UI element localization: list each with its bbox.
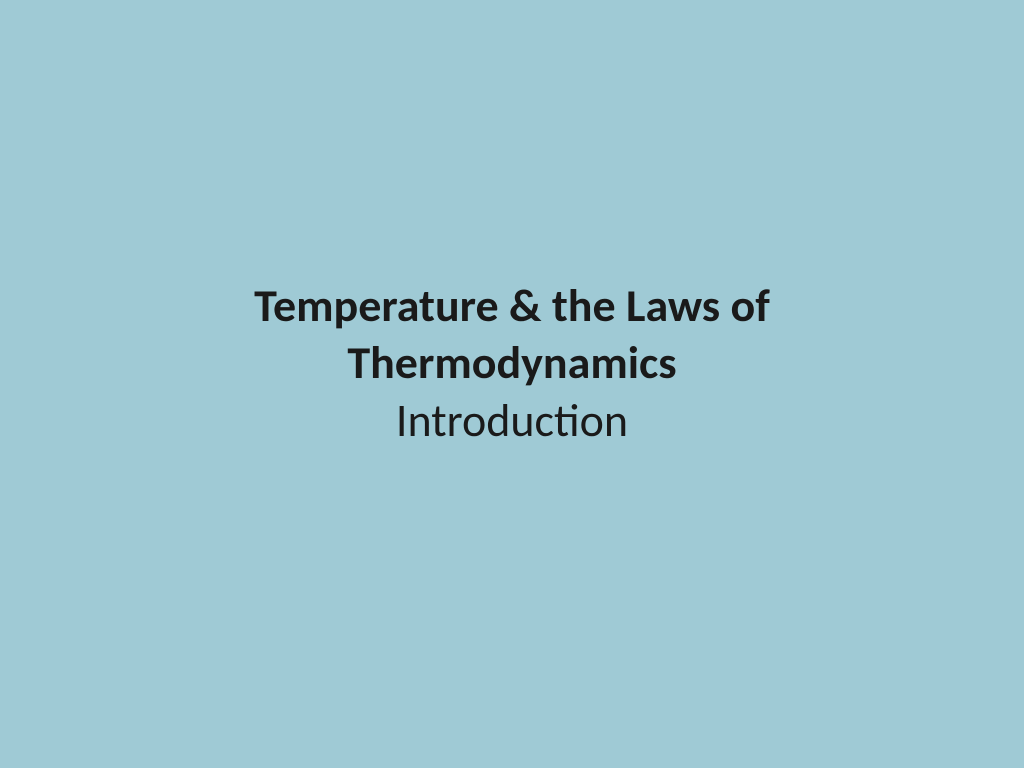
slide-title-block: Temperature & the Laws of Thermodynamics… [254,278,770,451]
subtitle: Introduction [254,393,770,451]
title-line-2: Thermodynamics [254,335,770,393]
title-line-1: Temperature & the Laws of [254,278,770,336]
